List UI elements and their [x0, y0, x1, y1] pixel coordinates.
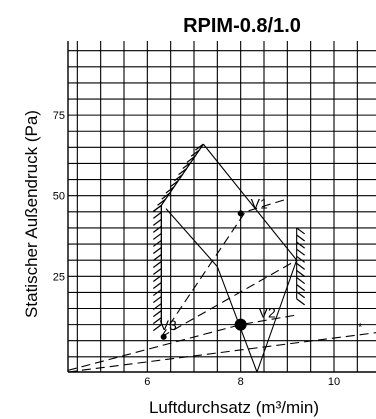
y-tick-label-1: 50: [53, 191, 65, 203]
hatch-mark-21: [165, 186, 175, 194]
point-v1: [237, 210, 244, 217]
chart-grid: [67, 41, 376, 373]
hatch-mark-18: [152, 204, 162, 212]
y-tick-label-0: 25: [53, 271, 65, 283]
point-v3: [160, 333, 167, 340]
y-tick-label-2: 75: [53, 110, 65, 122]
hatch-mark-27: [190, 149, 200, 157]
hatch-mark-32: [296, 248, 306, 256]
hatch-mark-39: [296, 298, 306, 306]
hatch-mark-34: [296, 262, 306, 270]
hatch-mark-19: [157, 198, 166, 206]
hatch-mark-0: [152, 324, 162, 332]
hatch-mark-23: [173, 174, 183, 182]
chart-hatches: [152, 143, 306, 332]
fan-curve: [165, 208, 258, 373]
hatch-mark-9: [152, 261, 162, 268]
hatch-mark-1: [152, 317, 162, 325]
hatch-mark-31: [296, 241, 306, 249]
hatch-mark-4: [152, 296, 162, 304]
hatch-mark-7: [152, 275, 162, 282]
hatch-mark-25: [182, 162, 192, 169]
x-axis-label: Luftdurchsatz (m³/min): [149, 398, 319, 417]
hatch-mark-33: [296, 255, 306, 263]
system-curve-3: [67, 332, 376, 373]
hatch-mark-8: [152, 268, 162, 275]
hatch-mark-15: [152, 218, 162, 226]
hatch-mark-22: [169, 180, 179, 188]
point-label-v1: V1: [251, 195, 268, 211]
point-label-v2: V2: [259, 305, 276, 321]
system-curve-1: [161, 259, 297, 338]
system-curve-marker-3: *: [358, 322, 363, 334]
hatch-mark-38: [296, 291, 306, 299]
x-tick-label-0: 6: [144, 376, 150, 388]
x-tick-label-1: 8: [238, 376, 244, 388]
hatch-mark-13: [152, 232, 162, 240]
hatch-mark-12: [152, 239, 162, 247]
hatch-mark-3: [152, 303, 162, 311]
point-label-v3: V3: [160, 317, 177, 333]
hatch-mark-16: [152, 211, 162, 219]
system-curve-2: [67, 314, 297, 371]
system-curve-0: [160, 198, 288, 338]
hatch-mark-29: [296, 227, 306, 235]
hatch-mark-35: [296, 269, 306, 277]
chart-ticks: 6 8 10 25 50 75: [53, 110, 340, 388]
chart-title: RPIM-0.8/1.0: [183, 15, 301, 37]
hatch-mark-30: [296, 234, 306, 242]
hatch-mark-14: [152, 225, 162, 233]
chart-curves: *: [67, 143, 376, 373]
hatch-mark-2: [152, 310, 162, 318]
x-tick-label-2: 10: [328, 376, 340, 388]
hatch-mark-5: [152, 289, 162, 297]
chart-points: V1 V2 V3: [160, 195, 276, 340]
hatch-mark-20: [161, 192, 171, 200]
hatch-mark-36: [296, 277, 306, 285]
hatch-mark-37: [296, 284, 306, 292]
hatch-mark-28: [194, 143, 204, 151]
hatch-mark-10: [152, 253, 162, 261]
hatch-mark-6: [152, 282, 162, 290]
hatch-mark-26: [186, 155, 196, 163]
hatch-mark-11: [152, 246, 162, 254]
point-v2: [234, 318, 247, 331]
y-axis-label: Statischer Außendruck (Pa): [22, 110, 41, 318]
hatch-mark-24: [178, 168, 187, 176]
